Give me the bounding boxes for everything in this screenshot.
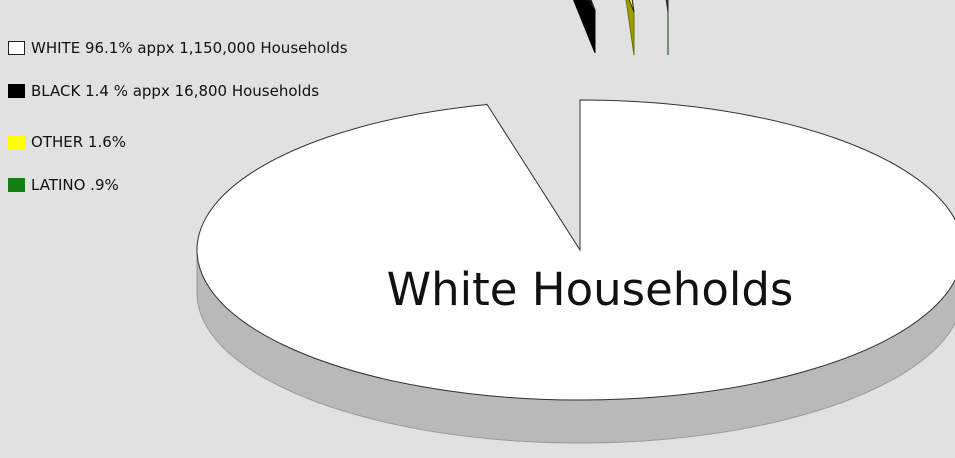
legend-label-other: OTHER 1.6% <box>31 133 127 151</box>
legend-swatch-other <box>8 135 25 149</box>
legend-label-white: WHITE 96.1% appx 1,150,000 Households <box>31 39 348 57</box>
legend-swatch-black <box>8 84 25 98</box>
legend-label-latino: LATINO .9% <box>31 176 119 194</box>
slice-other <box>628 0 635 13</box>
legend-item-black: BLACK 1.4 % appx 16,800 Households <box>8 79 319 103</box>
slice-latino <box>665 0 669 13</box>
slice-white <box>196 99 955 401</box>
slice-label-white: White Households <box>387 263 794 316</box>
legend-item-other: OTHER 1.6% <box>8 130 126 154</box>
legend-item-latino: LATINO .9% <box>8 173 119 197</box>
legend-label-black: BLACK 1.4 % appx 16,800 Households <box>31 82 320 100</box>
chart-legend: WHITE 96.1% appx 1,150,000 Households BL… <box>8 34 478 204</box>
slice-black <box>588 0 596 11</box>
legend-swatch-white <box>8 41 25 55</box>
slice-wall-other <box>625 0 635 56</box>
legend-item-white: WHITE 96.1% appx 1,150,000 Households <box>8 36 348 60</box>
pie-slices <box>196 0 955 444</box>
slice-wall-black <box>573 0 596 54</box>
legend-swatch-latino <box>8 178 25 192</box>
